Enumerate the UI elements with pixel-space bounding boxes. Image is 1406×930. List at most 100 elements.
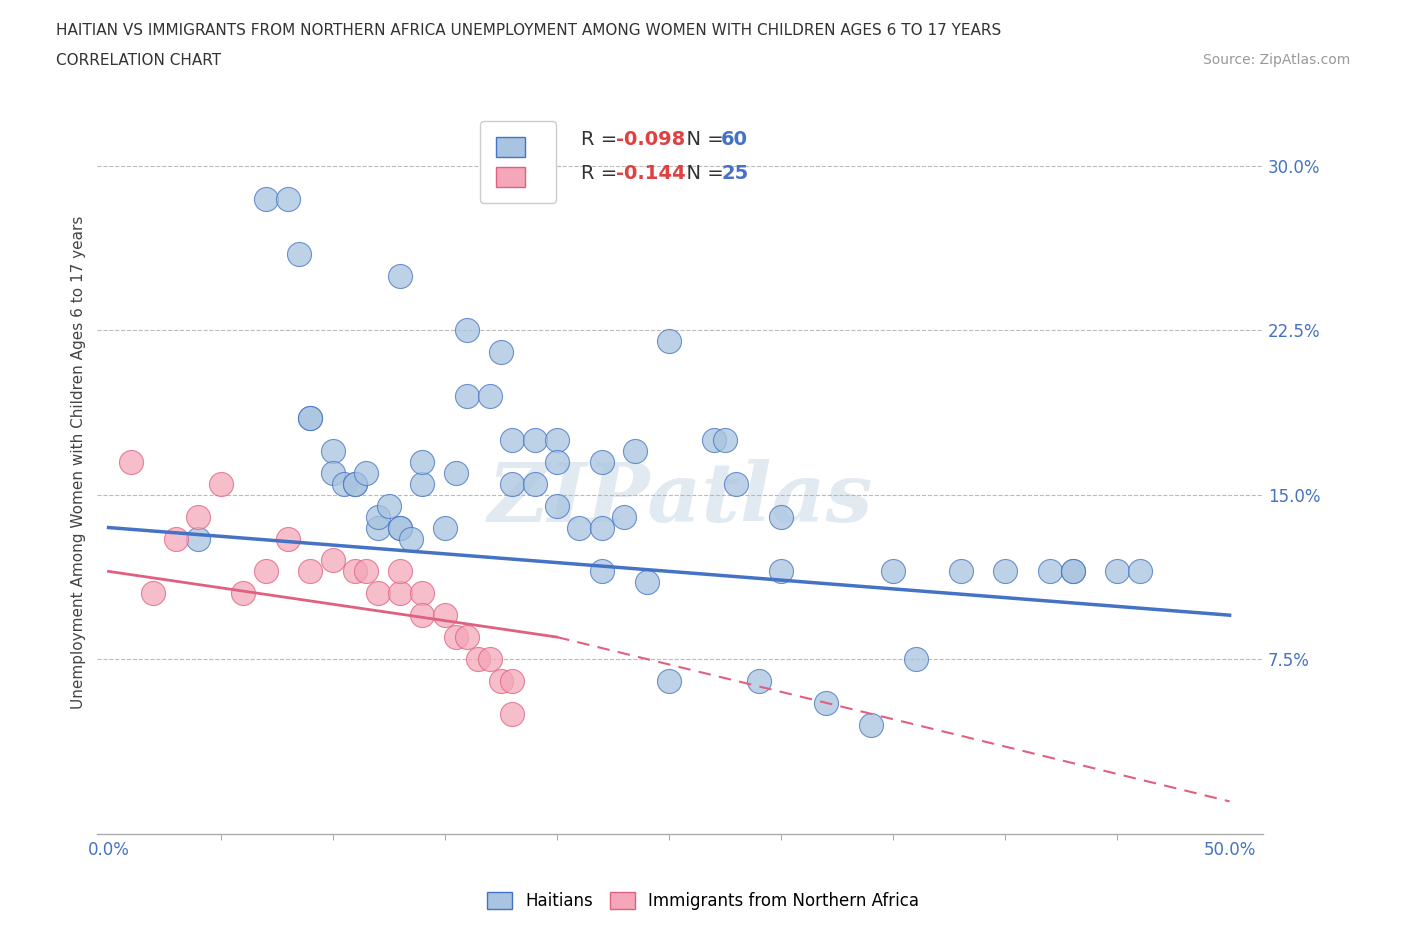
Point xyxy=(209,476,232,491)
Point xyxy=(770,564,793,578)
Point xyxy=(456,389,478,404)
Point xyxy=(344,564,367,578)
Point xyxy=(444,630,467,644)
Point xyxy=(389,564,412,578)
Point xyxy=(187,531,209,546)
Point xyxy=(254,564,277,578)
Point xyxy=(546,455,568,470)
Point xyxy=(658,334,681,349)
Point xyxy=(322,465,344,480)
Point xyxy=(389,520,412,535)
Point xyxy=(714,432,737,447)
Point xyxy=(299,410,322,425)
Point xyxy=(478,389,501,404)
Legend: , : , xyxy=(481,122,555,204)
Point xyxy=(411,455,433,470)
Point xyxy=(591,520,613,535)
Text: 25: 25 xyxy=(721,164,748,183)
Point xyxy=(501,706,523,721)
Point xyxy=(299,410,322,425)
Point xyxy=(770,509,793,524)
Point xyxy=(120,455,142,470)
Point xyxy=(433,520,456,535)
Text: N =: N = xyxy=(675,164,731,183)
Point xyxy=(299,564,322,578)
Point xyxy=(389,268,412,283)
Text: HAITIAN VS IMMIGRANTS FROM NORTHERN AFRICA UNEMPLOYMENT AMONG WOMEN WITH CHILDRE: HAITIAN VS IMMIGRANTS FROM NORTHERN AFRI… xyxy=(56,23,1001,38)
Point xyxy=(859,717,882,732)
Point xyxy=(1129,564,1152,578)
Point xyxy=(489,345,512,360)
Point xyxy=(949,564,972,578)
Text: Source: ZipAtlas.com: Source: ZipAtlas.com xyxy=(1202,53,1350,67)
Point xyxy=(591,564,613,578)
Point xyxy=(1039,564,1062,578)
Text: CORRELATION CHART: CORRELATION CHART xyxy=(56,53,221,68)
Point xyxy=(322,444,344,458)
Point xyxy=(344,476,367,491)
Point xyxy=(725,476,748,491)
Point xyxy=(748,673,770,688)
Text: ZIPatlas: ZIPatlas xyxy=(488,459,873,539)
Point xyxy=(523,432,546,447)
Point xyxy=(456,630,478,644)
Point xyxy=(904,652,927,667)
Point xyxy=(456,323,478,338)
Point xyxy=(546,498,568,513)
Point xyxy=(501,673,523,688)
Point xyxy=(546,432,568,447)
Point xyxy=(367,520,389,535)
Point xyxy=(367,509,389,524)
Point xyxy=(814,696,837,711)
Point xyxy=(1062,564,1084,578)
Point xyxy=(389,520,412,535)
Point xyxy=(378,498,401,513)
Point xyxy=(356,465,378,480)
Point xyxy=(389,586,412,601)
Point xyxy=(367,586,389,601)
Point xyxy=(411,607,433,622)
Point xyxy=(882,564,904,578)
Point xyxy=(277,531,299,546)
Point xyxy=(142,586,165,601)
Point xyxy=(165,531,187,546)
Point xyxy=(1062,564,1084,578)
Point xyxy=(501,476,523,491)
Point xyxy=(591,455,613,470)
Point xyxy=(411,586,433,601)
Point xyxy=(994,564,1017,578)
Point xyxy=(489,673,512,688)
Point xyxy=(501,432,523,447)
Text: 60: 60 xyxy=(721,130,748,150)
Point xyxy=(467,652,489,667)
Text: N =: N = xyxy=(675,130,731,150)
Text: -0.144: -0.144 xyxy=(616,164,686,183)
Point xyxy=(523,476,546,491)
Point xyxy=(444,465,467,480)
Point xyxy=(478,652,501,667)
Point xyxy=(232,586,254,601)
Point xyxy=(568,520,591,535)
Point xyxy=(187,509,209,524)
Point xyxy=(277,192,299,206)
Point xyxy=(658,673,681,688)
Point xyxy=(1107,564,1129,578)
Point xyxy=(254,192,277,206)
Point xyxy=(399,531,422,546)
Text: R =: R = xyxy=(581,130,624,150)
Point xyxy=(288,246,311,261)
Text: -0.098: -0.098 xyxy=(616,130,685,150)
Point xyxy=(433,607,456,622)
Point xyxy=(703,432,725,447)
Y-axis label: Unemployment Among Women with Children Ages 6 to 17 years: Unemployment Among Women with Children A… xyxy=(72,215,86,709)
Point xyxy=(636,575,658,590)
Text: R =: R = xyxy=(581,164,624,183)
Point xyxy=(356,564,378,578)
Point xyxy=(624,444,647,458)
Point xyxy=(411,476,433,491)
Legend: Haitians, Immigrants from Northern Africa: Haitians, Immigrants from Northern Afric… xyxy=(481,885,925,917)
Point xyxy=(333,476,356,491)
Point xyxy=(322,553,344,568)
Point xyxy=(344,476,367,491)
Point xyxy=(613,509,636,524)
